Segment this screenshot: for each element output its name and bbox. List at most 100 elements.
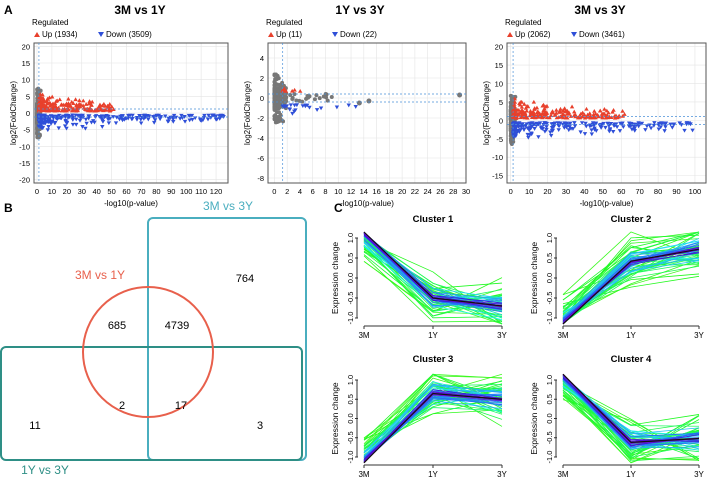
x-tick-label: 28 (449, 187, 457, 196)
point-up (535, 110, 540, 114)
point-down (105, 117, 111, 122)
point-up (620, 109, 625, 113)
point-up (59, 102, 64, 107)
point-down (86, 114, 91, 119)
point-up (521, 111, 526, 115)
point-down (605, 122, 611, 126)
point-up (297, 88, 303, 93)
cluster-plot-3: Cluster 3 1.0 0.5 0.0 -0.5 -1.03M 1Y 3Y Expressi… (330, 354, 508, 479)
y-tick-label: 1.0 (346, 375, 355, 385)
point-down (556, 123, 561, 128)
x-tick-label: 90 (672, 187, 680, 196)
point-down (598, 126, 604, 130)
point-up (105, 104, 111, 109)
x-tick-label: 24 (424, 187, 432, 196)
point-down (40, 126, 45, 131)
point-down (151, 120, 157, 125)
point-down (280, 104, 286, 109)
point-down (66, 114, 71, 119)
point-up (77, 98, 82, 103)
point-down (544, 127, 549, 132)
point-up (47, 95, 52, 100)
point-ns (35, 92, 40, 97)
point-down (74, 122, 79, 127)
cluster-title: Cluster 2 (611, 214, 652, 225)
point-up (568, 114, 574, 118)
point-up (533, 115, 538, 120)
y-tick-label: -5 (496, 135, 503, 144)
point-down (130, 116, 135, 121)
point-up (111, 107, 116, 112)
panel-label-a: A (4, 3, 13, 17)
x-tick-label: 90 (167, 187, 175, 196)
point-down (690, 128, 695, 133)
point-down (293, 108, 298, 113)
cluster-member-line (363, 390, 503, 458)
x-tick-label: 80 (152, 187, 160, 196)
point-up (560, 108, 566, 113)
point-down (607, 127, 613, 132)
point-ns (366, 98, 372, 104)
point-ns (272, 106, 277, 111)
point-up (517, 101, 522, 105)
point-down (75, 113, 81, 118)
y-tick-label: 0 (26, 109, 30, 118)
point-up (560, 111, 566, 116)
cluster-member-line (363, 400, 503, 457)
point-down (684, 122, 689, 127)
x-tick-label: 3Y (497, 470, 507, 479)
point-ns (280, 80, 285, 85)
x-tick-label: 1Y (626, 470, 636, 479)
x-tick-label: 6 (311, 187, 315, 196)
legend-up: Up (1934) (42, 30, 78, 39)
point-up (289, 88, 295, 93)
y-tick-label: -6 (257, 154, 264, 163)
point-down (607, 129, 612, 134)
point-up (518, 115, 523, 120)
point-down (171, 119, 176, 124)
x-tick-label: 60 (122, 187, 130, 196)
venn-count-only-3m3y: 764 (236, 273, 254, 285)
point-up (51, 102, 56, 106)
x-tick-label: 30 (78, 187, 86, 196)
point-down (643, 128, 648, 132)
point-up (47, 103, 53, 108)
venn-count-3m1y-1y3y: 2 (119, 400, 125, 412)
point-down (49, 114, 54, 119)
point-down (631, 124, 636, 129)
y-tick-label: -5 (23, 126, 30, 135)
point-up (68, 104, 73, 108)
point-down (535, 122, 541, 127)
point-up (100, 103, 105, 108)
cluster-member-line (363, 232, 503, 306)
x-tick-label: 16 (372, 187, 380, 196)
point-down (682, 128, 687, 133)
venn-count-only-1y3y: 11 (29, 420, 40, 432)
point-down (617, 129, 623, 133)
cluster-centroid-line (363, 231, 503, 307)
point-down (83, 117, 89, 122)
point-up (515, 111, 520, 116)
x-tick-label: 100 (180, 187, 193, 196)
point-down (64, 126, 69, 131)
y-tick-label: -1.0 (545, 451, 554, 464)
point-down (663, 125, 668, 130)
x-tick-label: 12 (347, 187, 355, 196)
point-down (187, 118, 192, 123)
point-up (532, 106, 537, 110)
x-axis-label: -log10(p-value) (104, 199, 158, 208)
point-up (280, 88, 286, 93)
cluster-member-line (363, 395, 503, 462)
point-ns (317, 96, 322, 101)
point-down (583, 121, 588, 126)
point-up (577, 115, 583, 120)
plot-frame (267, 42, 467, 184)
y-tick-label: 5 (499, 98, 503, 107)
point-down (560, 122, 566, 127)
point-down (677, 121, 682, 126)
point-up (554, 107, 559, 112)
point-down (572, 124, 578, 129)
y-tick-label: 15 (22, 59, 30, 68)
up-triangle-icon (34, 32, 40, 37)
